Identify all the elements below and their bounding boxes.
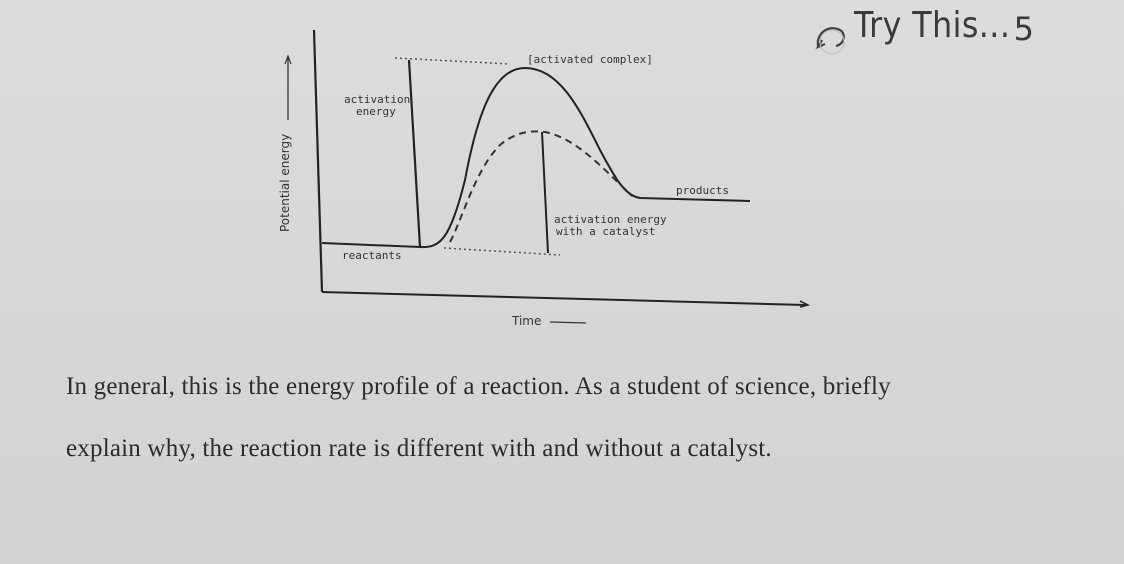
x-axis-label: Time — [512, 314, 542, 328]
catalyst-activation-label-1: activation energy — [554, 213, 667, 226]
reactants-label: reactants — [342, 249, 402, 262]
header: Try This... 5 — [812, 0, 1034, 56]
curl-arrow-icon — [815, 27, 845, 55]
diagram-graphic — [284, 29, 811, 324]
exercise-number: 5 — [1013, 10, 1035, 48]
activation-energy-label-2: energy — [356, 105, 396, 118]
products-label: products — [676, 184, 729, 197]
question-line-1: In general, this is the energy profile o… — [66, 373, 891, 400]
catalyst-activation-label-2: with a catalyst — [556, 225, 656, 238]
activation-energy-label-1: activation — [344, 93, 411, 106]
activated-complex-label: [activated complex] — [527, 53, 653, 66]
question-line-2: explain why, the reaction rate is differ… — [66, 435, 772, 462]
y-axis-label: Potential energy — [278, 133, 292, 232]
page-title: Try This... — [854, 4, 1011, 46]
question-text: In general, this is the energy profile o… — [66, 356, 1124, 480]
energy-profile-diagram: [activated complex] activation energy pr… — [278, 29, 811, 328]
